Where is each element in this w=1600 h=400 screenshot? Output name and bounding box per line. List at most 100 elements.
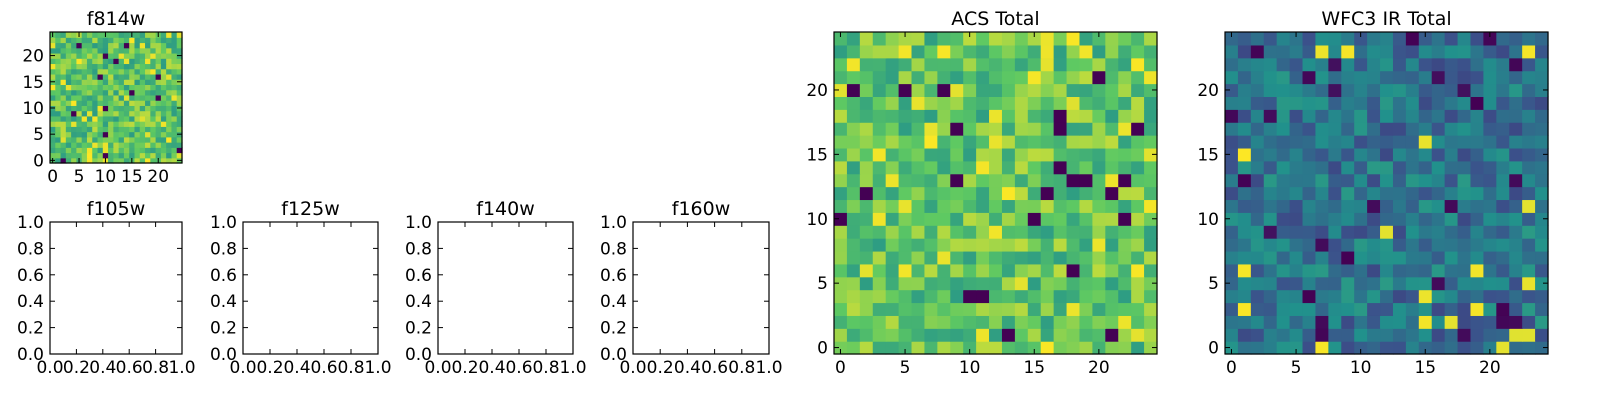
heatmap-cell <box>1354 199 1368 213</box>
heatmap-cell <box>1457 57 1472 72</box>
heatmap-cell <box>1105 160 1119 175</box>
heatmap-cell <box>1354 225 1368 239</box>
heatmap-cell <box>123 105 130 112</box>
heatmap-cell <box>859 341 874 355</box>
heatmap-cell <box>937 276 951 291</box>
heatmap-cell <box>97 79 104 85</box>
heatmap-cell <box>872 96 887 110</box>
heatmap-cell <box>65 32 72 38</box>
heatmap-cell <box>1066 70 1081 85</box>
heatmap-cell <box>113 136 120 143</box>
heatmap-cell <box>65 37 72 44</box>
heatmap-cell <box>160 84 167 91</box>
heatmap-cell <box>1250 147 1265 162</box>
heatmap-cell <box>1405 238 1420 252</box>
heatmap-cell <box>134 32 141 38</box>
heatmap-cell <box>989 122 1003 136</box>
heatmap-cell <box>160 136 167 143</box>
heatmap-cell <box>166 100 173 106</box>
heatmap-cell <box>1066 263 1081 278</box>
heatmap-cell <box>834 32 848 46</box>
heatmap-cell <box>1144 238 1158 252</box>
heatmap-cell <box>81 136 88 143</box>
heatmap-cell <box>1001 83 1016 97</box>
heatmap-cell <box>102 63 109 70</box>
heatmap-cell <box>1483 263 1497 278</box>
heatmap-cell <box>1237 263 1252 278</box>
heatmap-cell <box>76 89 83 96</box>
heatmap-cell <box>1001 186 1016 201</box>
heatmap-cell <box>1131 250 1145 265</box>
heatmap-cell <box>160 52 167 59</box>
heatmap-cell <box>1431 173 1446 188</box>
heatmap-cell <box>911 32 926 46</box>
heatmap-cell <box>885 263 900 278</box>
heatmap-cell <box>108 47 114 54</box>
heatmap-cell <box>1144 173 1158 188</box>
heatmap-cell <box>1079 250 1093 265</box>
heatmap-cell <box>859 263 874 278</box>
heatmap-cell <box>1225 44 1239 59</box>
heatmap-cell <box>166 73 173 80</box>
heatmap-cell <box>1001 289 1016 304</box>
heatmap-cell <box>71 84 77 91</box>
heatmap-cell <box>834 160 848 175</box>
x-tick-label: 10 <box>1350 358 1372 378</box>
heatmap-cell <box>1053 276 1068 291</box>
heatmap-cell <box>102 121 109 127</box>
heatmap-cell <box>834 250 848 265</box>
heatmap-cell <box>1315 83 1329 97</box>
heatmap-cell <box>1144 135 1158 149</box>
heatmap-cell <box>1457 186 1472 201</box>
heatmap-cell <box>924 70 938 85</box>
heatmap-cell <box>1470 122 1484 136</box>
heatmap-cell <box>1431 160 1446 175</box>
heatmap-cell <box>145 89 151 96</box>
heatmap-cell <box>1014 122 1029 136</box>
heatmap-cell <box>1367 212 1381 226</box>
heatmap-cell <box>71 105 77 112</box>
heatmap-cell <box>65 126 72 133</box>
heatmap-cell <box>1392 289 1407 304</box>
heatmap-cell <box>963 44 977 59</box>
heatmap-cell <box>113 100 120 106</box>
heatmap-cell <box>911 160 926 175</box>
heatmap-cell <box>1509 160 1523 175</box>
heatmap-cell <box>1118 250 1132 265</box>
heatmap-cell <box>1470 83 1484 97</box>
heatmap-cell <box>123 58 130 65</box>
heatmap-cell <box>134 94 141 101</box>
heatmap-cell <box>1289 147 1304 162</box>
heatmap-cell <box>1470 315 1484 329</box>
heatmap-cell <box>1066 83 1081 97</box>
heatmap-cell <box>1289 238 1304 252</box>
heatmap-cell <box>123 52 130 59</box>
heatmap-cell <box>150 84 157 91</box>
x-tick-label: 0.4 <box>89 358 116 378</box>
heatmap-cell <box>155 47 162 54</box>
heatmap-cell <box>846 315 861 329</box>
heatmap-cell <box>171 84 178 91</box>
heatmap-cell <box>1250 341 1265 355</box>
heatmap-cell <box>1131 32 1145 46</box>
heatmap-cell <box>1027 70 1042 85</box>
heatmap-cell <box>97 115 104 122</box>
heatmap-cell <box>1405 186 1420 201</box>
heatmap-cell <box>97 147 104 154</box>
heatmap-cell <box>171 142 178 148</box>
heatmap-cell <box>1315 32 1329 46</box>
heatmap-cell <box>76 73 83 80</box>
heatmap-cell <box>1392 263 1407 278</box>
heatmap-cell <box>50 84 56 91</box>
heatmap-cell <box>1027 250 1042 265</box>
heatmap-cell <box>963 302 977 316</box>
heatmap-cell <box>1418 263 1433 278</box>
heatmap-cell <box>129 58 136 65</box>
heatmap-cells <box>834 32 1158 355</box>
heatmap-cell <box>123 126 130 133</box>
x-tick-label: 0 <box>835 358 846 378</box>
heatmap-cell <box>1392 160 1407 175</box>
heatmap-cell <box>1289 250 1304 265</box>
heatmap-cell <box>1444 147 1459 162</box>
